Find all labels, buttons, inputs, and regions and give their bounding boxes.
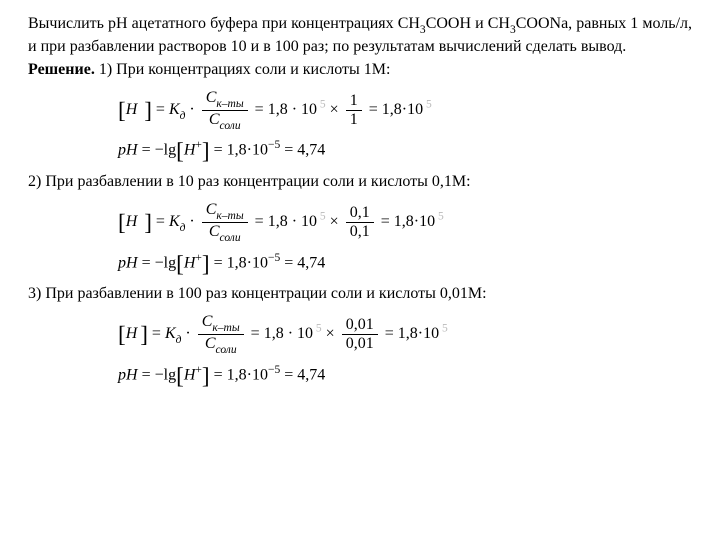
ten: 10 <box>301 101 317 118</box>
eq-sign4: = <box>138 142 155 159</box>
frac-1-1: 11 <box>346 92 362 128</box>
pH-result: 4,74 <box>297 142 325 159</box>
equation-1-H: [H ] = Кд · Ск–тыСсоли = 1,8 · 10 5 × 11… <box>28 89 692 132</box>
const: 1,8 <box>268 101 288 118</box>
pH-val: 1,8·10 <box>227 142 268 159</box>
frac1-den: 1 <box>346 111 362 129</box>
dot: · <box>185 101 198 118</box>
eq-sign6: = <box>280 142 297 159</box>
sub-3-1: 3 <box>420 24 426 36</box>
solution-step-1: Решение. 1) При концентрациях соли и кис… <box>28 60 692 81</box>
frac-C: Ск–тыСсоли <box>202 89 248 132</box>
exp-faint: 5 <box>317 98 326 110</box>
C-acid-sub: к–ты <box>216 98 243 110</box>
pH-sym: pH <box>118 142 138 159</box>
solution-step-3: 3) При разбавлении в 100 раз концентраци… <box>28 284 692 305</box>
problem-text-2: COOH и CH <box>426 15 510 32</box>
equation-3-pH: pH = −lg[H+] = 1,8·10−5 = 4,74 <box>28 364 692 389</box>
problem-text-1: Вычислить pH ацетатного буфера при конце… <box>28 15 420 32</box>
eq-sign3: = <box>365 101 382 118</box>
result: 1,8·10 <box>382 101 423 118</box>
frac-3: 0,010,01 <box>342 316 378 352</box>
pH-exp: −5 <box>268 139 280 151</box>
C-num: С <box>206 89 217 106</box>
exp-faint2: 5 <box>423 98 432 110</box>
minus: − <box>155 142 164 159</box>
lg: lg <box>164 142 176 159</box>
H-sym2: H <box>184 142 196 159</box>
equation-2-pH: pH = −lg[H+] = 1,8·10−5 = 4,74 <box>28 252 692 277</box>
step1-text: 1) При концентрациях соли и кислоты 1М: <box>95 61 391 78</box>
sub-3-2: 3 <box>510 24 516 36</box>
H-sym3: H <box>126 213 138 230</box>
eq-sign: = <box>152 101 169 118</box>
eq-sign2: = <box>251 101 268 118</box>
equation-3-H: [H ] = Кд · Ск–тыСсоли = 1,8 · 10 5 × 0,… <box>28 313 692 356</box>
times: × <box>326 101 343 118</box>
equation-1-pH: pH = −lg[H+] = 1,8·10−5 = 4,74 <box>28 139 692 164</box>
frac1-num: 1 <box>346 92 362 111</box>
solution-label: Решение. <box>28 61 95 78</box>
C-salt-sub: соли <box>220 120 241 132</box>
C-den: С <box>209 111 220 128</box>
page: Вычислить pH ацетатного буфера при конце… <box>0 0 720 406</box>
problem-statement: Вычислить pH ацетатного буфера при конце… <box>28 14 692 58</box>
equation-2-H: [H ] = Кд · Ск–тыСсоли = 1,8 · 10 5 × 0,… <box>28 201 692 244</box>
dot2: · <box>288 101 301 118</box>
solution-step-2: 2) При разбавлении в 10 раз концентрации… <box>28 172 692 193</box>
H-sym: H <box>126 101 138 118</box>
frac-2: 0,10,1 <box>346 204 374 240</box>
K-sub: д <box>180 110 186 122</box>
K-sym: К <box>169 101 180 118</box>
eq-sign5: = <box>210 142 227 159</box>
